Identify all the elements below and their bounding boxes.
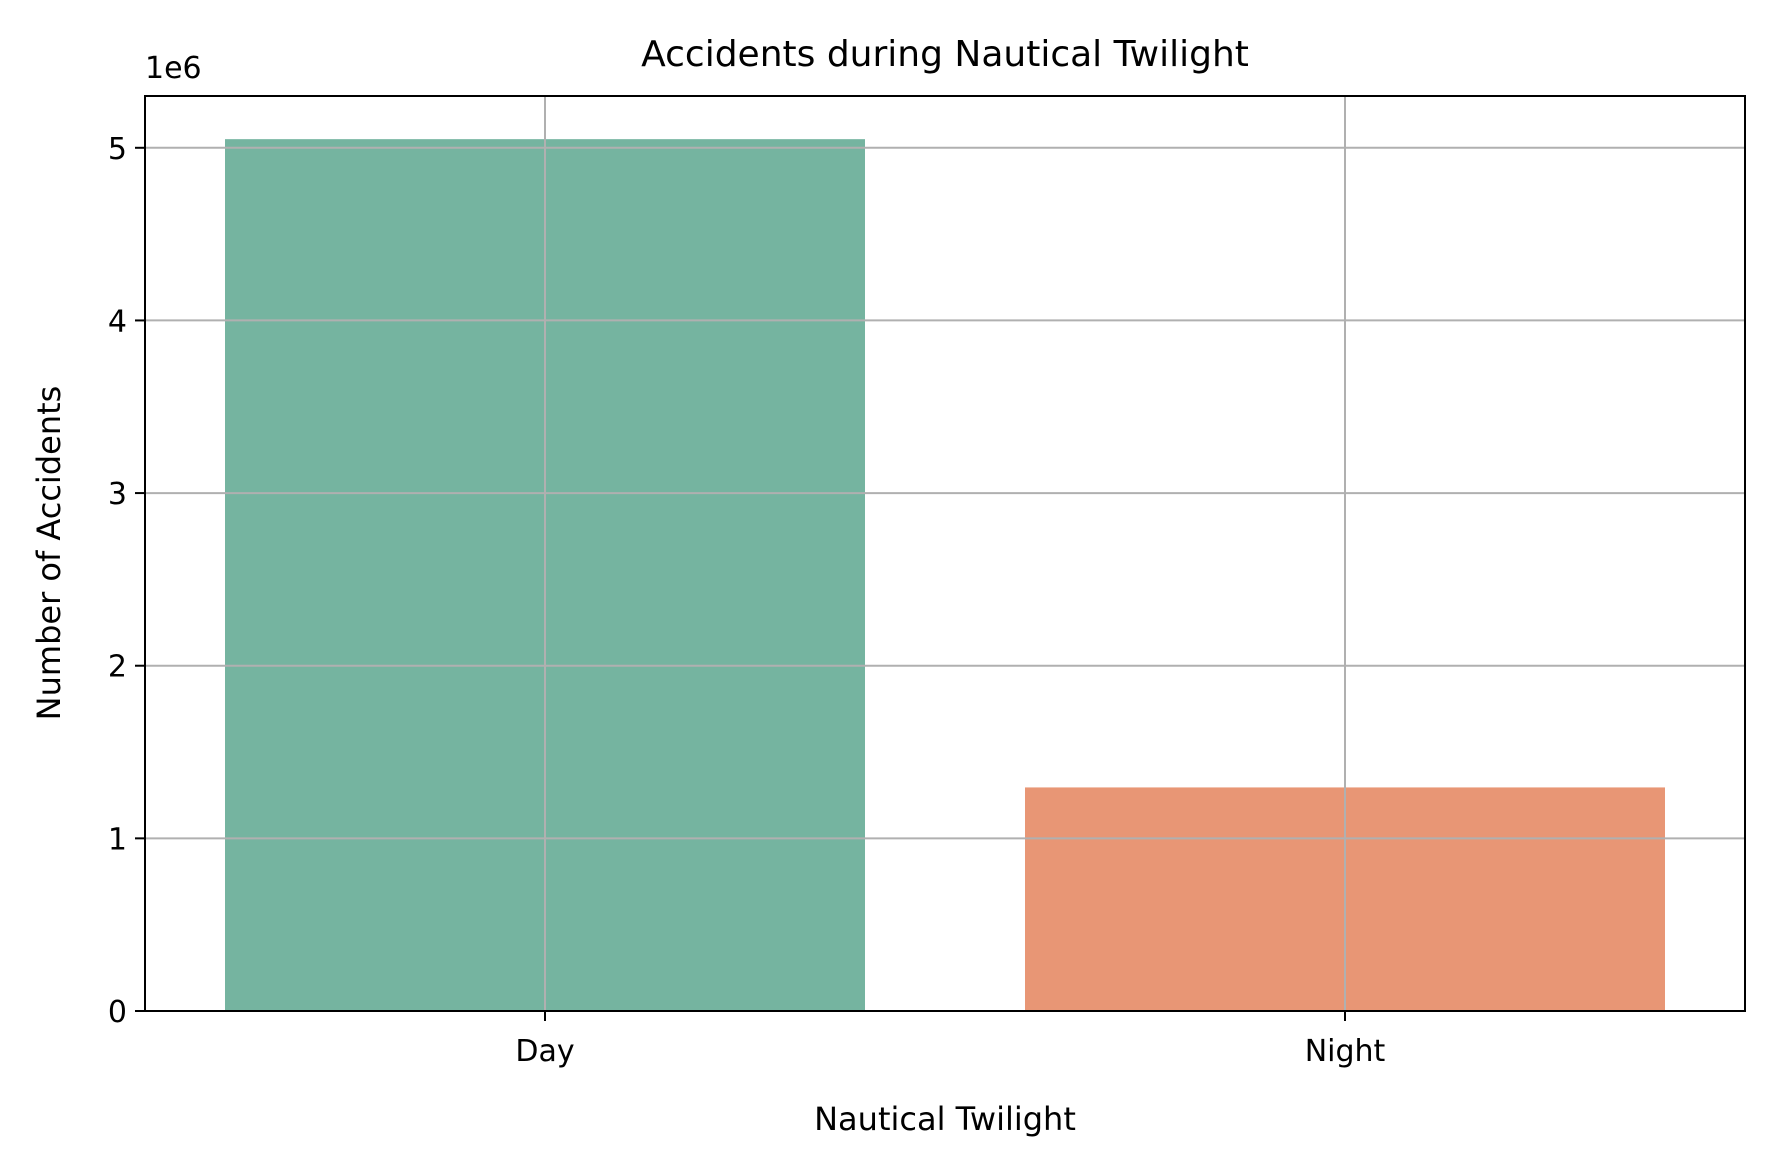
y-offset-label: 1e6 xyxy=(145,51,202,86)
y-tick-label-2: 2 xyxy=(108,650,127,685)
y-tick-label-0: 0 xyxy=(108,995,127,1030)
x-axis-label: Nautical Twilight xyxy=(814,1100,1076,1138)
chart-title: Accidents during Nautical Twilight xyxy=(641,34,1249,75)
ticks-layer: 0 1 2 3 4 5 Day Night xyxy=(108,132,1386,1069)
y-tick-label-5: 5 xyxy=(108,132,127,167)
y-tick-label-4: 4 xyxy=(108,304,127,339)
y-axis-label: Number of Accidents xyxy=(30,386,68,721)
y-tick-label-1: 1 xyxy=(108,822,127,857)
x-tick-label-night: Night xyxy=(1305,1034,1386,1069)
x-tick-label-day: Day xyxy=(515,1034,574,1069)
y-tick-label-3: 3 xyxy=(108,477,127,512)
axes-frame xyxy=(144,95,1746,1012)
